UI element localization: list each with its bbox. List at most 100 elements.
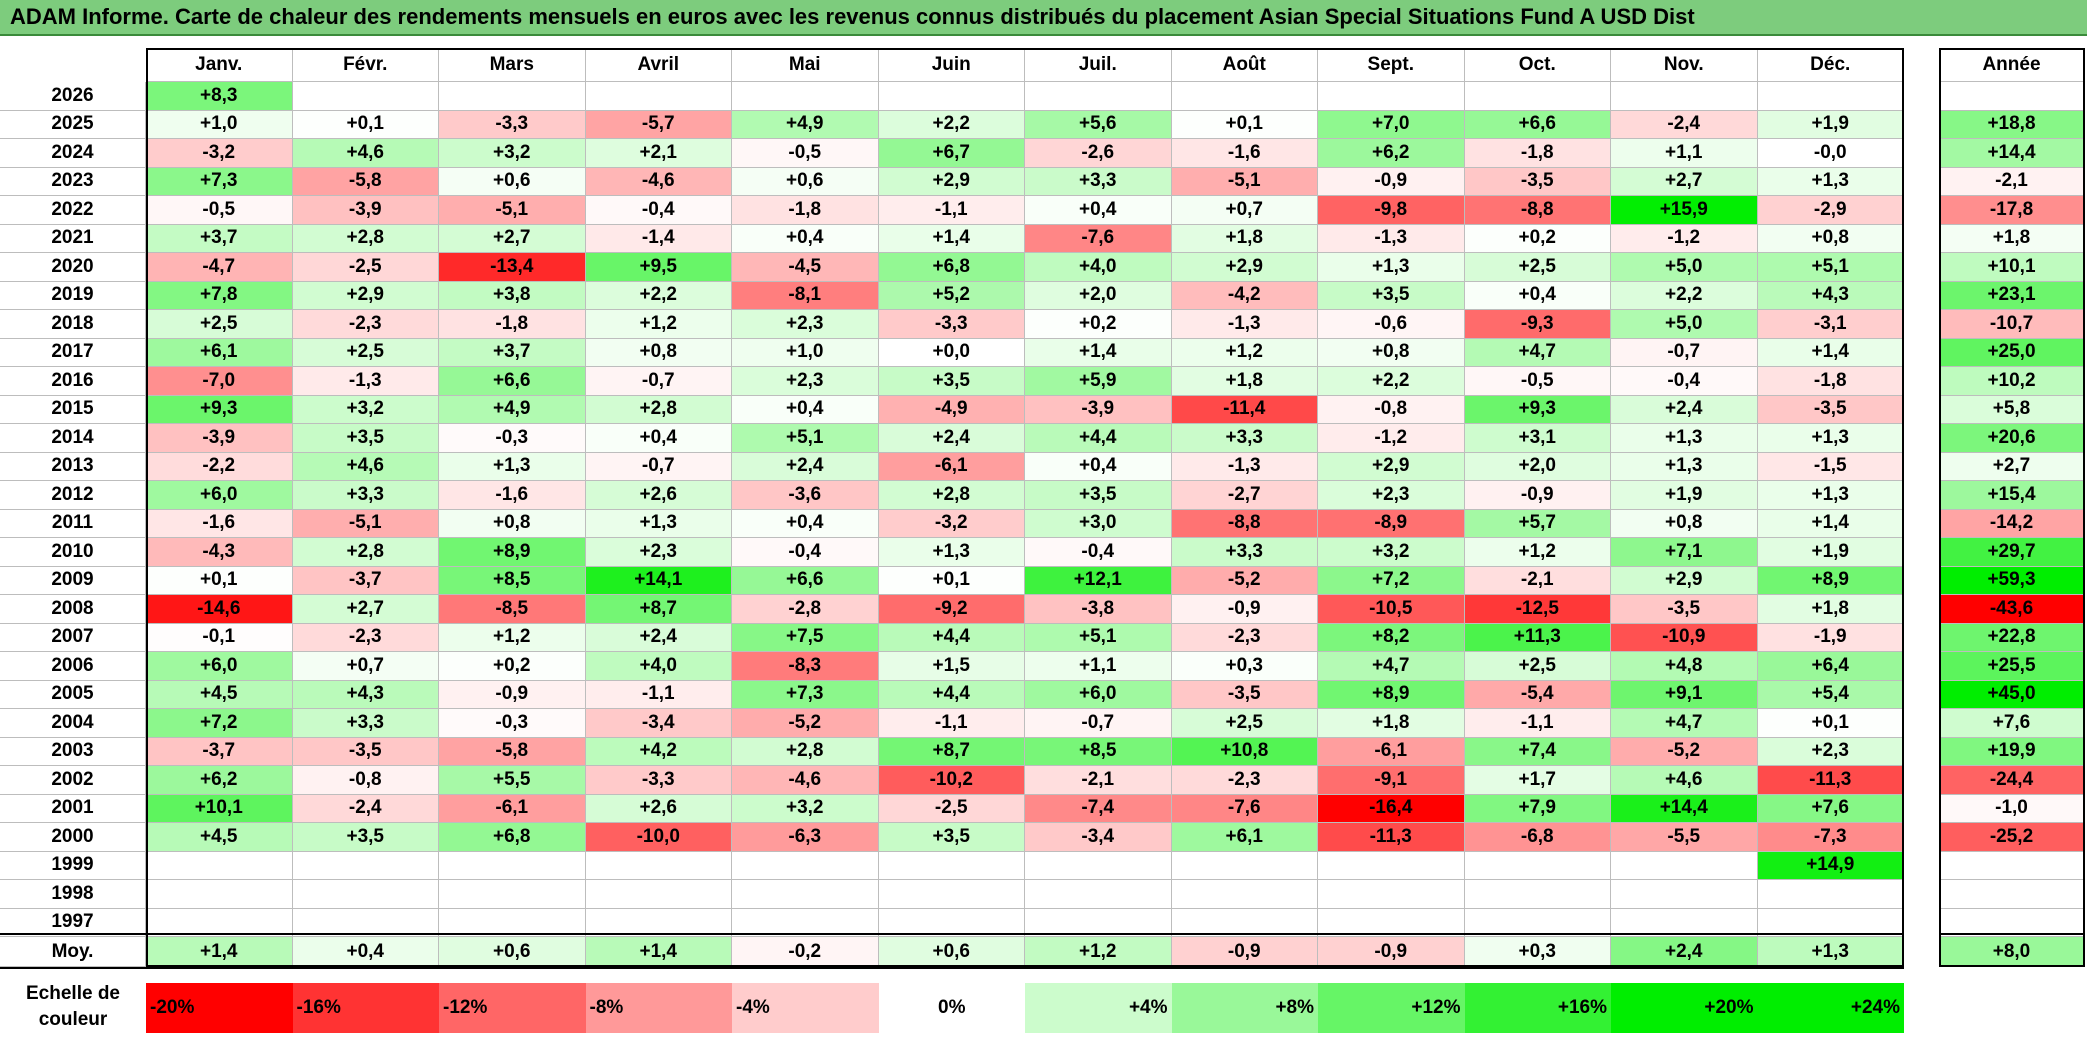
heatmap-cell: -2,5 — [292, 253, 439, 282]
heatmap-cell — [146, 908, 293, 937]
heatmap-cell: +3,3 — [1171, 538, 1318, 567]
heatmap-cell: -1,8 — [439, 310, 586, 339]
heatmap-cell: +1,3 — [1757, 481, 1904, 510]
heatmap-cell: +5,7 — [1464, 509, 1611, 538]
heatmap-cell: +1,7 — [1464, 766, 1611, 795]
heatmap-cell: +7,0 — [1318, 110, 1465, 139]
heatmap-cell: +4,7 — [1318, 652, 1465, 681]
heatmap-cell — [1171, 851, 1318, 880]
heatmap-cell: +0,7 — [1171, 196, 1318, 225]
year-label: 2013 — [0, 452, 146, 481]
average-cell: +0,6 — [439, 937, 586, 967]
heatmap-cell: +2,9 — [1611, 566, 1758, 595]
heatmap-cell: -4,7 — [146, 253, 293, 282]
heatmap-cell — [1025, 851, 1172, 880]
heatmap-cell: -2,1 — [1464, 566, 1611, 595]
heatmap-cell: -1,3 — [1171, 310, 1318, 339]
annual-cell: +25,5 — [1939, 652, 2085, 681]
heatmap-cell: -0,3 — [439, 424, 586, 453]
average-divider — [0, 933, 1904, 935]
heatmap-cell: +0,1 — [1171, 110, 1318, 139]
heatmap-cell: +1,8 — [1757, 595, 1904, 624]
heatmap-cell: -0,5 — [146, 196, 293, 225]
heatmap-cell: -10,9 — [1611, 623, 1758, 652]
heatmap-cell: +1,9 — [1757, 538, 1904, 567]
heatmap-cell: +3,5 — [1025, 481, 1172, 510]
heatmap-cell: +5,0 — [1611, 253, 1758, 282]
heatmap-cell — [585, 880, 732, 909]
month-header: Août — [1171, 48, 1318, 82]
heatmap-cell: +0,4 — [1025, 452, 1172, 481]
heatmap-cell: +4,8 — [1611, 652, 1758, 681]
heatmap-cell: -5,1 — [1171, 167, 1318, 196]
heatmap-cell — [878, 82, 1025, 111]
heatmap-cell: -0,4 — [1025, 538, 1172, 567]
heatmap-cell: +6,1 — [1171, 823, 1318, 852]
color-scale-swatch: +16% — [1464, 983, 1611, 1033]
heatmap-cell: +1,4 — [1757, 338, 1904, 367]
annual-cell: +22,8 — [1939, 623, 2085, 652]
year-label: 2000 — [0, 823, 146, 852]
color-scale-swatch: +20% — [1611, 983, 1758, 1033]
annual-cell: -2,1 — [1939, 167, 2085, 196]
annual-cell: -10,7 — [1939, 310, 2085, 339]
heatmap-cell: +2,2 — [878, 110, 1025, 139]
heatmap-cell: +2,1 — [585, 139, 732, 168]
heatmap-cell: -3,5 — [1611, 595, 1758, 624]
average-cell: +1,3 — [1757, 937, 1904, 967]
annual-cell — [1939, 880, 2085, 909]
heatmap-cell: -10,2 — [878, 766, 1025, 795]
year-label: 2011 — [0, 509, 146, 538]
heatmap-cell: +1,2 — [439, 623, 586, 652]
heatmap-cell: -1,1 — [585, 680, 732, 709]
heatmap-cell: -0,0 — [1757, 139, 1904, 168]
color-scale-swatch: +24% — [1757, 983, 1904, 1033]
heatmap-cell — [292, 908, 439, 937]
heatmap-cell: -3,3 — [585, 766, 732, 795]
heatmap-cell: +3,7 — [439, 338, 586, 367]
heatmap-cell: +0,7 — [292, 652, 439, 681]
heatmap-cell: -5,1 — [292, 509, 439, 538]
year-label: 2024 — [0, 139, 146, 168]
heatmap-cell: +3,2 — [439, 139, 586, 168]
heatmap-cell: +6,6 — [439, 367, 586, 396]
heatmap-cell: +6,0 — [146, 481, 293, 510]
heatmap-cell: +14,1 — [585, 566, 732, 595]
month-header: Juin — [878, 48, 1025, 82]
heatmap-cell: +3,5 — [292, 823, 439, 852]
heatmap-cell: +14,4 — [1611, 794, 1758, 823]
heatmap-cell: +7,5 — [732, 623, 879, 652]
heatmap-cell: +1,8 — [1318, 709, 1465, 738]
annual-cell — [1939, 82, 2085, 111]
heatmap-cell: +0,0 — [878, 338, 1025, 367]
heatmap-cell: +4,9 — [439, 395, 586, 424]
heatmap-cell: +7,2 — [146, 709, 293, 738]
heatmap-cell — [1757, 82, 1904, 111]
heatmap-cell: +2,9 — [292, 281, 439, 310]
year-label: 2019 — [0, 281, 146, 310]
heatmap-cell: +7,9 — [1464, 794, 1611, 823]
heatmap-cell: -0,7 — [585, 367, 732, 396]
heatmap-cell: -2,4 — [292, 794, 439, 823]
year-label: 2014 — [0, 424, 146, 453]
heatmap-cell: +3,8 — [439, 281, 586, 310]
heatmap-cell: +0,2 — [1025, 310, 1172, 339]
heatmap-cell: +2,4 — [732, 452, 879, 481]
heatmap-cell: +2,9 — [1318, 452, 1465, 481]
color-scale-swatch: -8% — [585, 983, 732, 1033]
heatmap-cell: -2,7 — [1171, 481, 1318, 510]
average-label: Moy. — [0, 937, 146, 967]
heatmap-cell: +0,2 — [1464, 224, 1611, 253]
heatmap-cell: -0,3 — [439, 709, 586, 738]
heatmap-cell: +0,1 — [1757, 709, 1904, 738]
heatmap-cell: +3,3 — [1025, 167, 1172, 196]
heatmap-cell: +4,3 — [1757, 281, 1904, 310]
heatmap-cell: -3,4 — [585, 709, 732, 738]
heatmap-cell: +5,5 — [439, 766, 586, 795]
month-header: Mai — [732, 48, 879, 82]
heatmap-cell: +8,9 — [439, 538, 586, 567]
heatmap-cell: +8,3 — [146, 82, 293, 111]
year-label: 2017 — [0, 338, 146, 367]
heatmap-cell: +9,1 — [1611, 680, 1758, 709]
heatmap-cell: -3,5 — [292, 737, 439, 766]
